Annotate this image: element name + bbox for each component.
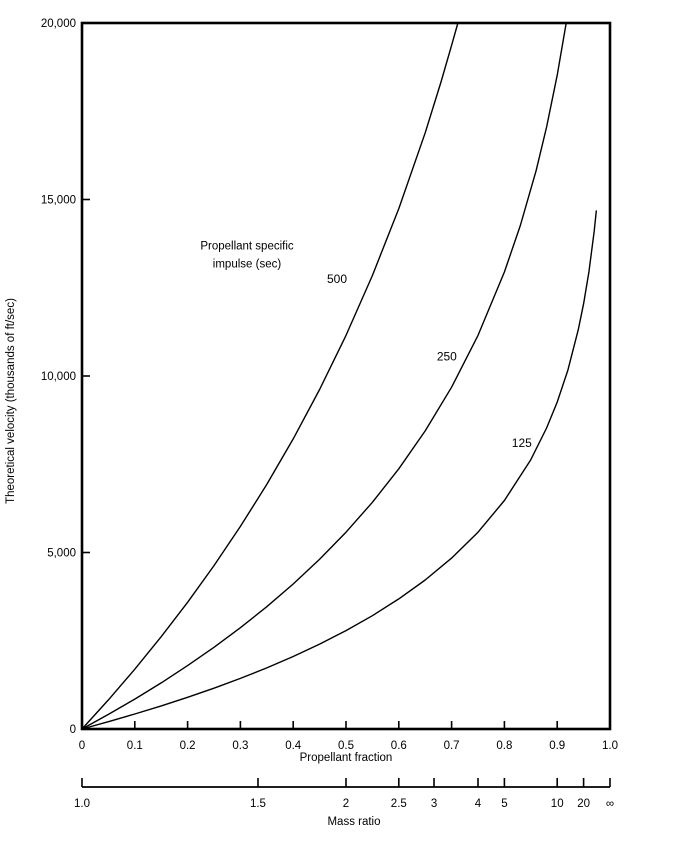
x-tick-label: 0.3: [232, 740, 248, 752]
x-tick-label: 0.8: [496, 740, 512, 752]
x-tick-label: 0.4: [285, 740, 302, 752]
mass-ratio-tick-label: 20: [577, 798, 590, 810]
mass-ratio-tick-label: 1.0: [74, 798, 90, 810]
x-tick-label: 0.5: [338, 740, 354, 752]
mass-ratio-tick-label: 3: [431, 798, 437, 810]
mass-ratio-tick-label: 5: [501, 798, 507, 810]
x-tick-label: 0.2: [180, 740, 196, 752]
x-tick-label: 0.7: [444, 740, 460, 752]
x-tick-label: 0.9: [549, 740, 565, 752]
x-tick-label: 0.6: [391, 740, 407, 752]
plot-border: [80, 21, 612, 731]
y-tick-label: 15,000: [41, 195, 76, 207]
x-tick-label: 1.0: [602, 740, 618, 752]
mass-ratio-tick-label: 1.5: [250, 798, 266, 810]
x-tick-label: 0: [79, 740, 85, 752]
x-tick-label: 0.1: [127, 740, 143, 752]
mass-ratio-tick-label: 10: [551, 798, 564, 810]
annotation-line: Propellant specific: [200, 240, 294, 252]
curve-label-500: 500: [327, 272, 347, 286]
mass-ratio-axis-title: Mass ratio: [327, 816, 380, 828]
curve-isp-500: [81, 22, 459, 730]
annotation-line: impulse (sec): [213, 258, 282, 270]
curve-label-250: 250: [437, 350, 457, 364]
y-axis-title: Theoretical velocity (thousands of ft/se…: [5, 298, 17, 504]
curve-label-125: 125: [512, 436, 532, 450]
y-tick-label: 5,000: [47, 548, 76, 560]
y-tick-label: 0: [70, 724, 76, 736]
curve-isp-250: [81, 22, 567, 730]
mass-ratio-tick-label: 2.5: [391, 798, 407, 810]
y-tick-label: 20,000: [41, 18, 76, 30]
x-axis-title: Propellant fraction: [300, 752, 393, 764]
curve-isp-125: [81, 210, 597, 730]
mass-ratio-tick-label: ∞: [606, 798, 614, 810]
y-tick-label: 10,000: [41, 371, 76, 383]
mass-ratio-tick-label: 2: [343, 798, 349, 810]
mass-ratio-tick-label: 4: [475, 798, 482, 810]
